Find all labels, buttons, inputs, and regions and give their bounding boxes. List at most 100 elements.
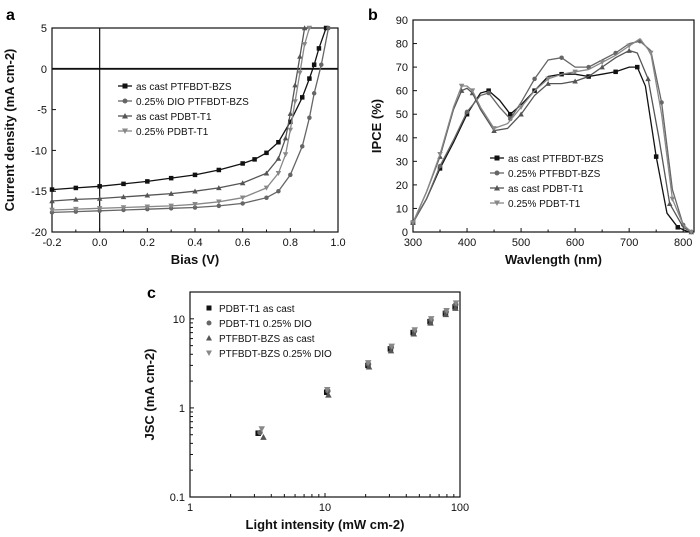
data-point [96, 206, 103, 212]
y-tick-label: 20 [396, 180, 408, 192]
legend-label: 0.25% PDBT-T1 [136, 127, 209, 138]
y-tick-label: 30 [396, 156, 408, 168]
legend-marker [206, 335, 212, 341]
legend-marker [206, 320, 212, 326]
legend-marker [494, 170, 500, 176]
y-axis-label: IPCE (%) [369, 99, 384, 153]
data-point [464, 109, 470, 115]
data-point [301, 42, 308, 48]
data-point [264, 195, 269, 200]
data-point [518, 104, 524, 110]
data-point [307, 115, 312, 121]
data-point [365, 363, 373, 370]
data-point [287, 110, 294, 116]
series-line [412, 66, 689, 233]
y-tick-label: 0 [402, 227, 408, 239]
data-point [675, 225, 681, 230]
x-tick-label: 0.4 [187, 237, 202, 249]
y-tick-label: -15 [31, 186, 47, 198]
data-point [545, 76, 551, 82]
data-point [572, 69, 578, 75]
series-line [51, 27, 327, 191]
data-point [260, 433, 267, 440]
data-point [325, 391, 332, 398]
data-point [300, 144, 305, 149]
data-point [275, 155, 282, 161]
data-point [669, 196, 676, 202]
data-point [276, 188, 281, 194]
data-point [427, 319, 434, 326]
data-point [300, 95, 305, 100]
data-point [216, 203, 222, 209]
data-point [508, 116, 513, 122]
legend-marker [122, 113, 128, 119]
data-point [49, 207, 55, 213]
legend-marker [206, 350, 212, 356]
data-point [648, 50, 654, 56]
data-point [240, 161, 245, 166]
data-point [297, 53, 303, 59]
data-point [437, 152, 443, 158]
x-tick-label: 800 [674, 237, 692, 249]
legend-label: as cast PTFBDT-BZS [508, 154, 604, 165]
y-tick-label: 70 [396, 62, 408, 74]
data-point [458, 83, 465, 89]
data-point [275, 170, 282, 176]
data-point [168, 203, 174, 209]
legend-label: PTFBDT-BZS 0.25% DIO [219, 349, 332, 360]
y-tick-label: 80 [396, 39, 408, 51]
data-point [458, 87, 465, 93]
data-point [216, 167, 222, 173]
y-tick-label: 40 [396, 133, 408, 145]
data-point [323, 25, 329, 31]
data-point [437, 166, 443, 171]
data-point [49, 198, 55, 204]
data-point [410, 220, 416, 226]
data-point [645, 76, 651, 82]
data-point [96, 195, 103, 201]
data-point [464, 111, 470, 117]
data-point [263, 185, 270, 191]
x-tick-label: 0.2 [140, 237, 155, 249]
data-point [120, 205, 127, 211]
data-point [635, 64, 640, 70]
data-point [532, 76, 537, 82]
data-point [316, 46, 322, 51]
y-tick-label: 0 [41, 64, 47, 76]
data-point [653, 154, 659, 159]
y-tick-label: -5 [37, 105, 47, 117]
x-tick-label: 10 [319, 502, 331, 514]
x-tick-label: -0.2 [43, 237, 62, 249]
data-point [288, 119, 293, 125]
data-point [388, 343, 395, 350]
data-point [411, 327, 418, 334]
y-axis-label: JSC (mA cm-2) [142, 349, 157, 441]
data-point [287, 127, 294, 133]
legend-label: PDBT-T1 as cast [219, 304, 295, 315]
y-tick-label: 10 [396, 203, 408, 215]
data-point [264, 150, 269, 156]
data-point [659, 100, 664, 105]
legend-label: 0.25% PDBT-T1 [508, 199, 581, 210]
chart-panel-a: -0.2 0.0 0.2 0.4 0.6 0.8 1.0 -20 -15 -10 -5 0 5 Bias … [2, 23, 346, 267]
data-point [437, 163, 443, 169]
data-point [626, 43, 632, 49]
data-point [239, 195, 246, 201]
data-point [97, 184, 102, 189]
x-tick-label: 100 [451, 502, 469, 514]
legend-marker [122, 98, 128, 104]
data-point [452, 304, 459, 311]
data-point [311, 91, 317, 96]
panel-letter-b: b [368, 7, 378, 24]
data-point [145, 179, 150, 184]
data-point [292, 82, 298, 88]
data-point [486, 90, 491, 96]
y-tick-label: -20 [31, 227, 47, 239]
chart-panel-b: 300 400 500 600 700 800 0 10 20 30 40 50 60 70 80 90 Wav… [369, 15, 695, 267]
data-point [288, 172, 293, 178]
data-point [452, 300, 460, 307]
legend-label: PDBT-T1 0.25% DIO [219, 319, 312, 330]
data-point [508, 111, 513, 117]
